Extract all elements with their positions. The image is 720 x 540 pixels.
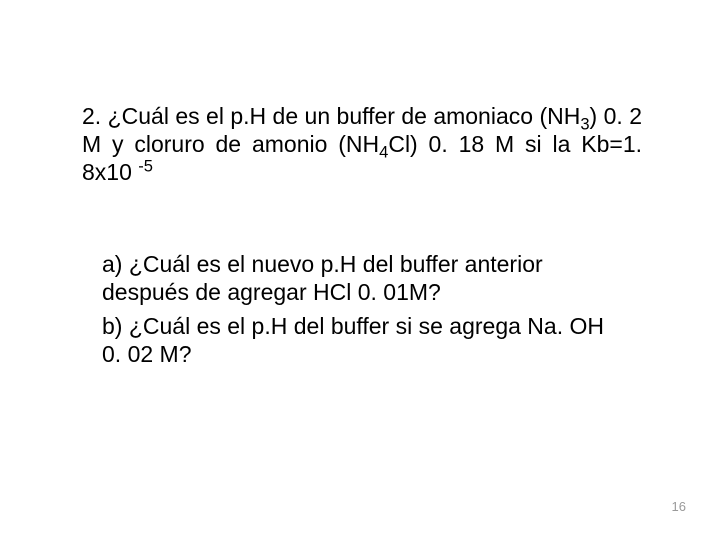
subparts: a) ¿Cuál es el nuevo p.H del buffer ante… — [102, 250, 622, 374]
problem-statement: 2. ¿Cuál es el p.H de un buffer de amoni… — [82, 102, 642, 186]
subpart-a: a) ¿Cuál es el nuevo p.H del buffer ante… — [102, 250, 622, 306]
problem-text: 2. ¿Cuál es el p.H de un buffer de amoni… — [82, 103, 642, 185]
problem-part-1: 2. ¿Cuál es el p.H de un buffer de amoni… — [82, 103, 580, 129]
page-number: 16 — [672, 499, 686, 514]
slide: 2. ¿Cuál es el p.H de un buffer de amoni… — [0, 0, 720, 540]
subpart-b: b) ¿Cuál es el p.H del buffer si se agre… — [102, 312, 622, 368]
problem-sub-2: 4 — [379, 143, 388, 162]
problem-sup-1: -5 — [138, 156, 153, 175]
